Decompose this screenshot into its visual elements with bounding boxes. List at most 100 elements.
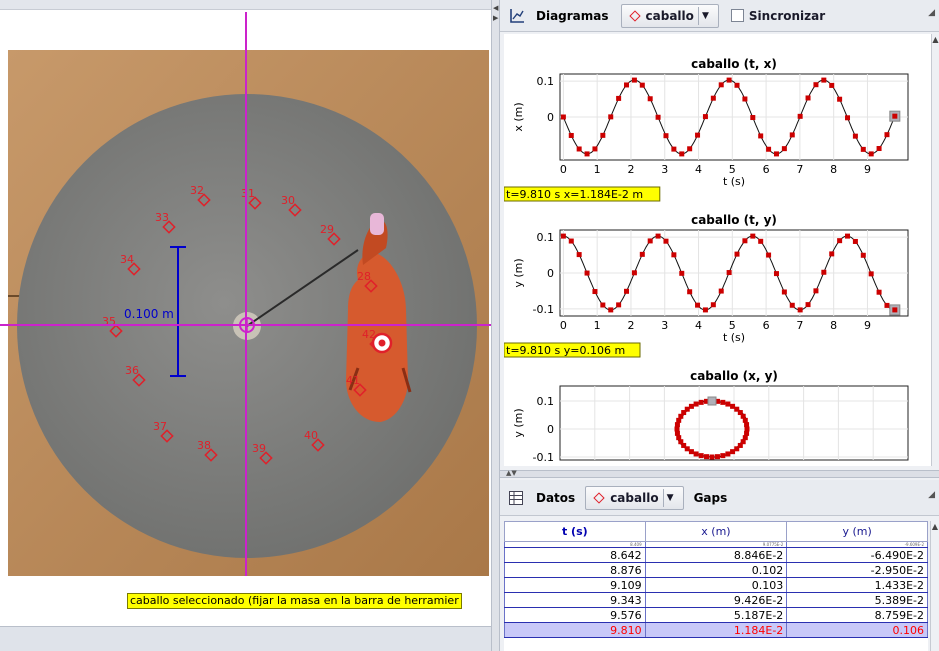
sync-checkbox[interactable] [730, 9, 744, 22]
plot-xm[interactable]: caballo (t, x) 0 1 2 3 4 5 6 7 8 9 0.1 0 t (s) x (m) t=… [504, 57, 909, 202]
track-marker[interactable]: 30 [281, 194, 302, 217]
data-point[interactable] [676, 417, 682, 423]
data-point[interactable] [740, 413, 746, 419]
data-point[interactable] [884, 132, 890, 138]
plot-xy[interactable]: caballo (x, y) 0.1 0 -0.1 y (m) [512, 369, 909, 464]
selected-data-point[interactable] [707, 396, 717, 406]
data-point[interactable] [704, 398, 710, 404]
table-body[interactable]: 8.409 9.0775E-2 -9.609E-2 8.642 8.846E-2… [504, 541, 928, 638]
data-point[interactable] [674, 426, 680, 432]
data-point[interactable] [655, 114, 661, 120]
data-point[interactable] [676, 435, 682, 441]
data-point[interactable] [742, 417, 748, 423]
data-point[interactable] [726, 270, 732, 276]
data-point[interactable] [892, 307, 898, 313]
track-marker[interactable]: 34 [120, 253, 141, 276]
data-point[interactable] [725, 451, 731, 457]
track-marker[interactable]: 40 [304, 429, 325, 452]
data-point[interactable] [687, 146, 693, 152]
data-point[interactable] [797, 307, 803, 313]
data-point[interactable] [592, 289, 598, 295]
data-point[interactable] [845, 233, 851, 239]
data-point[interactable] [702, 114, 708, 120]
data-point[interactable] [568, 238, 574, 244]
data-point[interactable] [681, 410, 687, 416]
data-point[interactable] [624, 82, 630, 88]
data-point[interactable] [734, 82, 740, 88]
data-point[interactable] [789, 302, 795, 308]
data-point[interactable] [813, 82, 819, 88]
pane-maximize-icon[interactable]: ◢ [928, 490, 935, 500]
calibration-stick[interactable]: 0.100 m [124, 246, 186, 377]
data-point[interactable] [584, 151, 590, 157]
collapse-left-arrow-icon[interactable]: ◀ [493, 4, 499, 12]
data-point[interactable] [718, 288, 724, 294]
data-point[interactable] [576, 146, 582, 152]
scroll-up-icon[interactable]: ▲ [932, 35, 939, 44]
data-point[interactable] [688, 403, 694, 409]
table-row-selected[interactable]: 9.810 1.184E-2 0.106 [504, 622, 928, 638]
data-point[interactable] [750, 115, 756, 121]
data-point[interactable] [584, 270, 590, 276]
data-point[interactable] [876, 146, 882, 152]
track-marker[interactable]: 33 [155, 211, 176, 234]
data-point[interactable] [600, 302, 606, 308]
track-selector-dropdown[interactable]: caballo ▼ [620, 3, 719, 28]
data-point[interactable] [631, 77, 637, 83]
table-row[interactable]: 9.576 5.187E-2 8.759E-2 [504, 607, 928, 623]
data-point[interactable] [750, 233, 756, 239]
data-point[interactable] [730, 449, 736, 455]
data-point[interactable] [655, 233, 661, 239]
data-point[interactable] [710, 302, 716, 308]
data-point[interactable] [781, 289, 787, 295]
data-point[interactable] [560, 114, 566, 120]
sync-checkbox-control[interactable]: Sincronizar [725, 4, 831, 28]
data-point[interactable] [737, 410, 743, 416]
data-point[interactable] [639, 251, 645, 257]
data-point[interactable] [695, 302, 701, 308]
table-row[interactable]: 8.642 8.846E-2 -6.490E-2 [504, 547, 928, 563]
data-point[interactable] [744, 422, 750, 428]
plots-area[interactable]: caballo (t, x) 0 1 2 3 4 5 6 7 8 9 0.1 0 t (s) x (m) t=… [504, 34, 931, 466]
player-bar[interactable] [0, 626, 491, 651]
data-point[interactable] [704, 454, 710, 460]
data-point[interactable] [695, 132, 701, 138]
data-point[interactable] [789, 132, 795, 138]
data-point[interactable] [860, 252, 866, 258]
data-point[interactable] [773, 151, 779, 157]
track-marker[interactable]: 29 [320, 223, 341, 246]
table-row[interactable]: 8.876 0.102 -2.950E-2 [504, 562, 928, 578]
data-point[interactable] [876, 289, 882, 295]
data-point[interactable] [892, 113, 898, 119]
table-row[interactable]: 9.343 9.426E-2 5.389E-2 [504, 592, 928, 608]
track-marker[interactable]: 31 [241, 187, 262, 210]
data-point[interactable] [718, 82, 724, 88]
data-point[interactable] [647, 96, 653, 102]
data-point[interactable] [592, 146, 598, 152]
data-point[interactable] [678, 439, 684, 445]
split-divider[interactable]: ◀ ▶ [491, 0, 500, 651]
pane-maximize-icon[interactable]: ◢ [928, 8, 935, 18]
data-point[interactable] [821, 77, 827, 83]
data-point[interactable] [693, 451, 699, 457]
data-point[interactable] [624, 288, 630, 294]
table-row[interactable]: 8.409 9.0775E-2 -9.609E-2 [504, 541, 928, 548]
data-point[interactable] [616, 302, 622, 308]
data-point[interactable] [687, 289, 693, 295]
data-point[interactable] [734, 406, 740, 412]
data-point[interactable] [766, 146, 772, 152]
track-marker[interactable]: 38 [197, 439, 218, 462]
data-point[interactable] [829, 82, 835, 88]
data-point[interactable] [742, 238, 748, 244]
data-point[interactable] [773, 271, 779, 277]
data-point[interactable] [639, 82, 645, 88]
track-marker[interactable]: 28 [357, 270, 378, 293]
data-point[interactable] [714, 398, 720, 404]
data-point[interactable] [744, 430, 750, 436]
data-point[interactable] [681, 442, 687, 448]
data-point[interactable] [608, 114, 614, 120]
data-point[interactable] [674, 430, 680, 436]
data-point[interactable] [805, 95, 811, 101]
data-point[interactable] [845, 115, 851, 121]
data-point[interactable] [671, 146, 677, 152]
